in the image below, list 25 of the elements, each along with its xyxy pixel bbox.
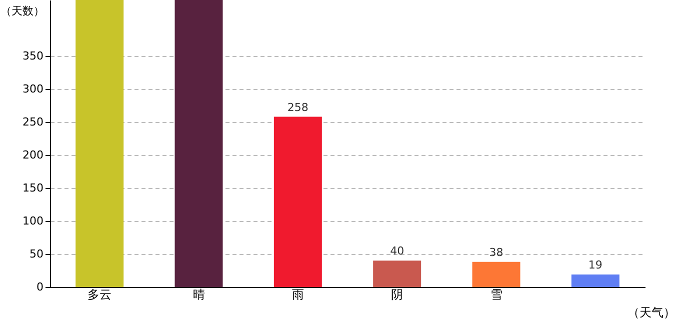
data-label: 40 (390, 244, 404, 258)
y-axis-title: （天数） (0, 4, 44, 18)
bar (472, 262, 520, 287)
x-tick-label: 多云 (88, 288, 112, 302)
y-tick-label: 50 (30, 248, 44, 261)
bar (274, 116, 322, 287)
y-tick-label: 150 (22, 182, 44, 195)
data-label: 258 (287, 100, 308, 114)
x-tick-label: 晴 (192, 288, 205, 302)
x-tick-label: 雨 (292, 288, 304, 302)
data-label: 38 (489, 246, 504, 259)
y-tick-label: 0 (36, 280, 44, 294)
bar (373, 260, 422, 287)
bar (76, 0, 124, 287)
x-axis-title: （天气） (628, 306, 676, 320)
y-tick-label: 100 (22, 214, 44, 228)
y-tick-label: 250 (22, 116, 44, 129)
x-tick-label: 阴 (391, 288, 404, 302)
bar (174, 0, 223, 287)
data-label: 19 (588, 258, 602, 272)
bar (571, 274, 620, 287)
x-tick-label: 雪 (490, 288, 502, 302)
y-tick-label: 300 (22, 82, 44, 96)
y-tick-label: 350 (22, 50, 44, 63)
y-tick-label: 200 (22, 148, 44, 162)
